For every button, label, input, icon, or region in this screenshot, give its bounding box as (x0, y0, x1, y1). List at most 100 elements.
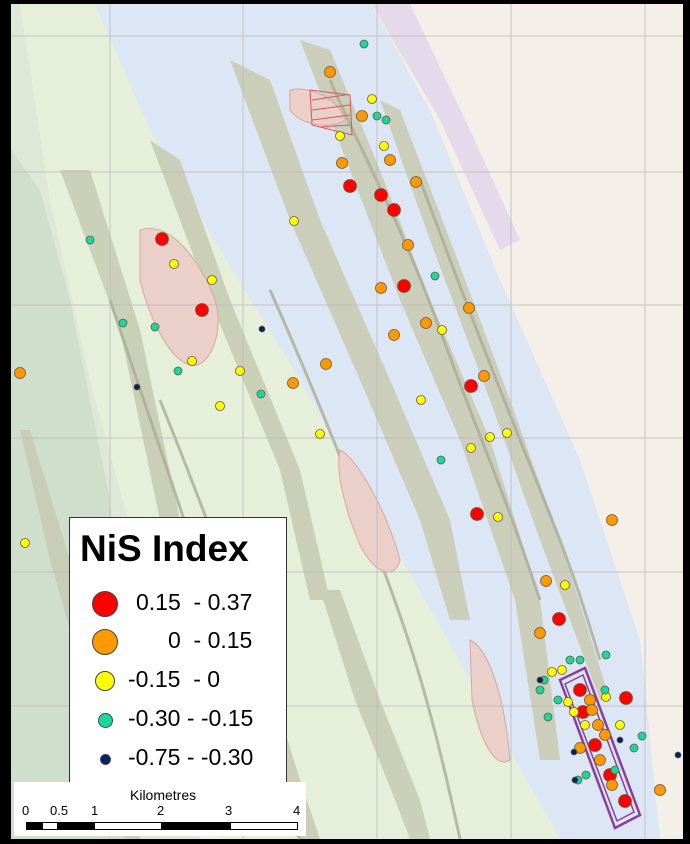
scale-tick-4: 4 (293, 803, 301, 818)
sample-point-low (615, 720, 625, 730)
sample-point-lower (436, 455, 446, 465)
sample-point-lower (543, 712, 553, 722)
sample-point-low (20, 538, 30, 548)
sample-point-mid (592, 719, 604, 731)
sample-point-mid (606, 514, 618, 526)
sample-point-lower (372, 111, 382, 121)
sample-point-lower (600, 685, 610, 695)
sample-point-mid (534, 627, 546, 639)
sample-points (14, 39, 682, 808)
legend-symbol-lower (97, 712, 113, 728)
sample-point-high (195, 303, 209, 317)
sample-point-mid (410, 176, 422, 188)
sample-point-high (588, 738, 602, 752)
legend-symbol-mid (92, 629, 118, 655)
sample-point-low (215, 401, 225, 411)
sample-point-mid (584, 694, 596, 706)
scale-seg-3 (58, 822, 94, 830)
sample-point-mid (420, 317, 432, 329)
scale-tick-1: 1 (91, 803, 99, 818)
scale-tick-0: 0 (22, 803, 30, 818)
sample-point-low (466, 443, 476, 453)
sample-point-mid (388, 329, 400, 341)
legend-title: NiS Index (80, 528, 249, 569)
sample-point-mid (402, 239, 414, 251)
sample-point-low (207, 275, 217, 285)
sample-point-low (560, 580, 570, 590)
sample-point-mid (375, 282, 387, 294)
sample-point-lower (575, 655, 585, 665)
legend-item-high: 0.15 - 0.37 (70, 588, 288, 624)
legend-item-low: -0.15 - 0 (70, 665, 288, 701)
sample-point-high (155, 232, 169, 246)
sample-point-low (416, 395, 426, 405)
sample-point-lower (381, 115, 391, 125)
scale-tick-0-5: 0.5 (50, 803, 69, 818)
sample-point-lower (150, 322, 160, 332)
legend-symbol-low (95, 671, 115, 691)
sample-point-mid (324, 66, 336, 78)
hatched-zone (309, 89, 353, 136)
sample-point-lower (173, 366, 183, 376)
legend-symbol-lowest (99, 753, 111, 765)
sample-point-lower (359, 39, 369, 49)
sample-point-mid (586, 704, 598, 716)
scale-title: Kilometres (130, 787, 197, 803)
scale-seg-1 (26, 822, 42, 830)
sample-point-low (235, 366, 245, 376)
sample-point-low (485, 432, 495, 442)
sample-point-mid (654, 784, 666, 796)
pink-zones (139, 88, 511, 763)
scale-seg-4 (94, 822, 162, 830)
scale-tick-2: 2 (157, 803, 165, 818)
sample-point-low (502, 428, 512, 438)
sample-point-lower (118, 318, 128, 328)
legend-symbol-high (92, 591, 118, 617)
sample-point-lowest (133, 383, 141, 391)
sample-point-low (187, 356, 197, 366)
sample-point-lower (629, 743, 639, 753)
sample-point-mid (320, 358, 332, 370)
scale-seg-6 (230, 822, 298, 830)
sample-point-high (374, 188, 388, 202)
sample-point-low (367, 94, 377, 104)
sample-point-lowest (536, 676, 544, 684)
legend-label-low: -0.15 - 0 (128, 666, 221, 692)
sample-point-low (169, 259, 179, 269)
sample-point-low (557, 665, 567, 675)
sample-point-lower (85, 235, 95, 245)
legend-item-lowest: -0.75 - -0.30 (70, 743, 288, 779)
sample-point-low (289, 216, 299, 226)
legend-label-high: 0.15 - 0.37 (136, 589, 253, 615)
sample-point-lower (256, 389, 266, 399)
sample-point-lower (430, 271, 440, 281)
sample-point-lower (637, 731, 647, 741)
sample-point-high (619, 691, 633, 705)
sample-point-mid (463, 302, 475, 314)
sample-point-lowest (674, 751, 682, 759)
sample-point-mid (14, 367, 26, 379)
sample-point-low (547, 667, 557, 677)
sample-point-lower (553, 695, 563, 705)
sample-point-low (580, 720, 590, 730)
sample-point-high (573, 683, 587, 697)
sample-point-mid (287, 377, 299, 389)
target-box (558, 666, 642, 830)
sample-point-low (493, 512, 503, 522)
sample-point-mid (478, 370, 490, 382)
legend: NiS Index 0.15 - 0.37 0 - 0.15 -0.15 - 0 -… (69, 517, 287, 783)
sample-point-low (437, 325, 447, 335)
legend-label-mid: 0 - 0.15 (136, 627, 253, 653)
sample-point-mid (356, 110, 368, 122)
sample-point-lowest (616, 736, 624, 744)
sample-point-low (315, 429, 325, 439)
sample-point-lower (565, 655, 575, 665)
sample-point-high (343, 179, 357, 193)
scale-tick-3: 3 (225, 803, 233, 818)
sample-point-high (397, 279, 411, 293)
sample-point-low (569, 707, 579, 717)
sample-point-mid (606, 779, 618, 791)
sample-point-high (552, 612, 566, 626)
sample-point-lower (601, 650, 611, 660)
sample-point-mid (336, 157, 348, 169)
